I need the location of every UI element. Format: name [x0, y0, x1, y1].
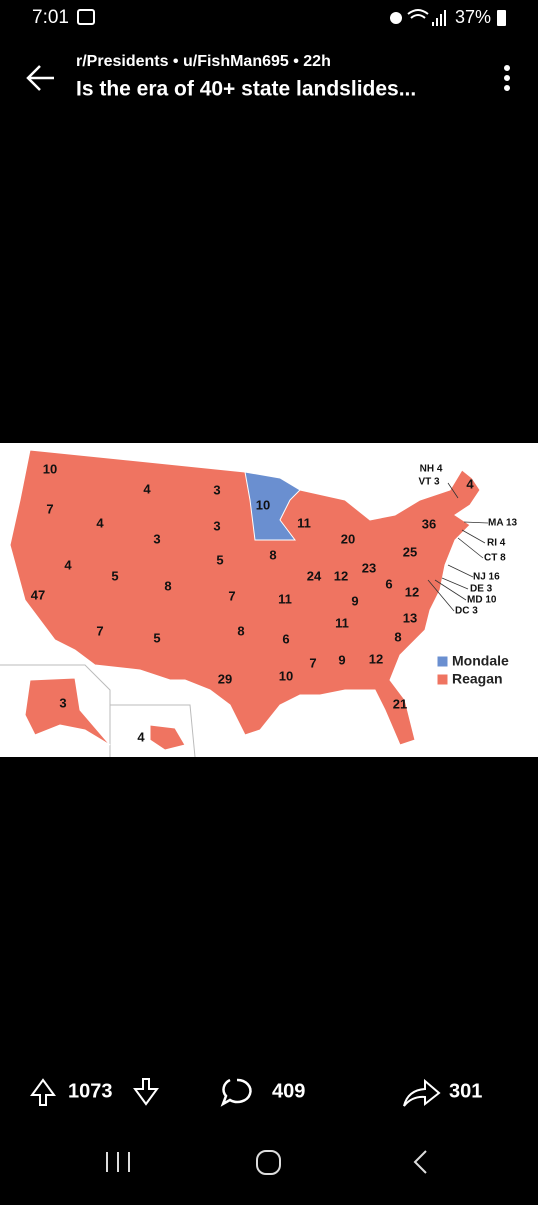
state-votes: 20 [341, 531, 355, 546]
mondale-state [244, 471, 301, 541]
callout-label: RI 4 [487, 538, 506, 549]
state-votes: 7 [228, 588, 235, 603]
legend-swatch [436, 655, 449, 668]
state-votes: 7 [46, 501, 53, 516]
battery-text: 37% [455, 7, 491, 27]
state-votes: 4 [64, 557, 72, 572]
legend-swatch [436, 673, 449, 686]
state-votes: 6 [385, 576, 392, 591]
state-votes: 5 [216, 552, 223, 567]
legend-label: Mondale [452, 653, 509, 669]
state-votes: 6 [282, 631, 289, 646]
state-votes: 13 [403, 610, 417, 625]
state-votes: 8 [269, 547, 276, 562]
clock: 7:01 [32, 7, 69, 28]
state-votes: 11 [278, 591, 292, 606]
state-votes: 4 [143, 481, 151, 496]
state-votes: 3 [213, 482, 220, 497]
state-votes: 5 [111, 568, 118, 583]
state-votes: 11 [335, 615, 349, 630]
state-votes: 12 [334, 568, 348, 583]
wifi-icon [407, 9, 429, 19]
battery-icon [497, 10, 506, 26]
recents-button[interactable] [106, 1152, 130, 1172]
state-votes: 8 [394, 629, 401, 644]
gallery-icon [77, 9, 95, 25]
share-count: 301 [449, 1080, 482, 1102]
upvote-count: 1073 [68, 1080, 113, 1102]
legend: Mondale Reagan [436, 653, 509, 687]
state-votes: 9 [338, 652, 345, 667]
state-votes: 7 [309, 655, 316, 670]
state-votes: 4 [137, 729, 145, 744]
share-button[interactable] [403, 1078, 441, 1107]
callout-label: CT 8 [484, 553, 506, 564]
state-votes: 9 [351, 593, 358, 608]
state-votes: 21 [393, 696, 407, 711]
callout-label: DC 3 [455, 606, 478, 617]
state-votes: 23 [362, 560, 376, 575]
alarm-icon [390, 12, 402, 24]
state-votes: 4 [96, 515, 104, 530]
post-title: Is the era of 40+ state landslides... [76, 78, 416, 101]
callout-label: DE 3 [470, 584, 493, 595]
state-votes: 29 [218, 671, 232, 686]
downvote-button[interactable] [133, 1078, 159, 1106]
callout-label: NJ 16 [473, 572, 500, 583]
upvote-button[interactable] [30, 1078, 56, 1106]
back-button[interactable] [26, 65, 54, 91]
state-votes: 36 [422, 516, 436, 531]
state-votes: 10 [43, 461, 57, 476]
hawaii [149, 724, 186, 751]
callout-label: MD 10 [467, 595, 497, 606]
state-votes: 3 [59, 695, 66, 710]
state-votes: 25 [403, 544, 417, 559]
more-button[interactable] [504, 65, 510, 91]
comment-count: 409 [272, 1080, 305, 1102]
state-votes: 5 [153, 630, 160, 645]
state-votes: 24 [307, 568, 322, 583]
comment-button[interactable] [220, 1078, 252, 1107]
callout-lines [427, 482, 489, 612]
home-button[interactable] [256, 1150, 281, 1175]
reagan-states [9, 449, 481, 746]
inset-border [0, 664, 196, 758]
state-votes: 3 [153, 531, 160, 546]
state-votes: 12 [405, 584, 419, 599]
callout-label: VT 3 [418, 477, 440, 488]
state-votes: 8 [164, 578, 171, 593]
state-votes: 4 [466, 476, 474, 491]
callout-label: NH 4 [420, 464, 443, 475]
state-votes: 47 [31, 587, 45, 602]
state-votes: 12 [369, 651, 383, 666]
alaska [24, 677, 111, 746]
legend-label: Reagan [452, 671, 503, 687]
callout-label: MA 13 [488, 518, 518, 529]
post-meta[interactable]: r/Presidents • u/FishMan695 • 22h [76, 53, 331, 70]
state-votes: 10 [279, 668, 293, 683]
state-votes: 3 [213, 518, 220, 533]
state-votes: 8 [237, 623, 244, 638]
state-votes: 11 [297, 515, 311, 530]
signal-icon [432, 10, 446, 26]
state-votes: 10 [256, 497, 270, 512]
state-votes: 7 [96, 623, 103, 638]
nav-back-button[interactable] [413, 1150, 427, 1174]
